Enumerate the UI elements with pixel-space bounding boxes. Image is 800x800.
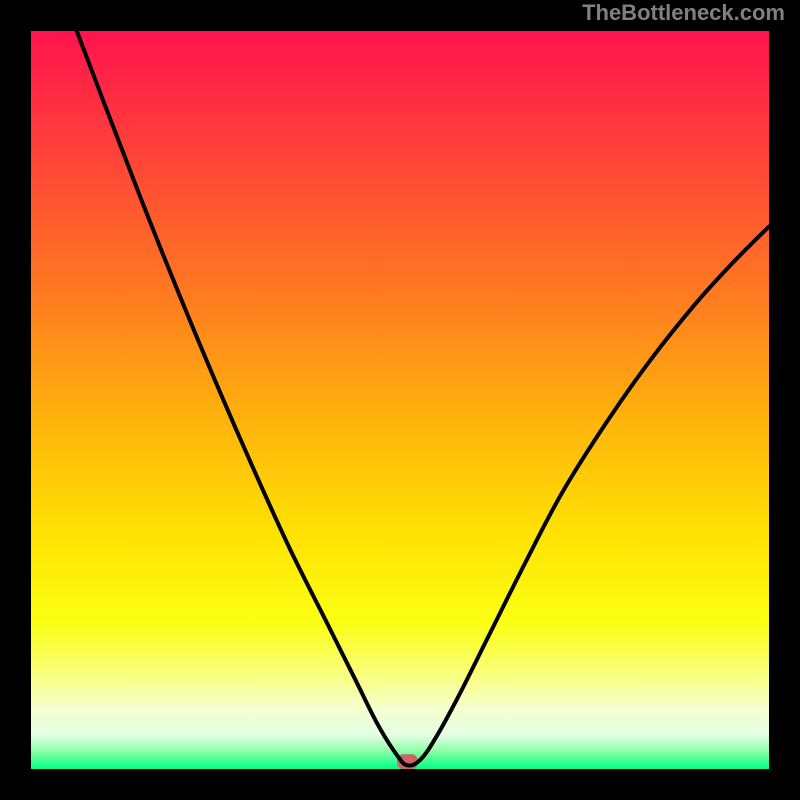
bottleneck-curve xyxy=(31,31,769,769)
chart-container: TheBottleneck.com xyxy=(0,0,800,800)
plot-area xyxy=(31,31,769,769)
curve-path xyxy=(77,31,769,766)
watermark-text: TheBottleneck.com xyxy=(582,0,785,26)
